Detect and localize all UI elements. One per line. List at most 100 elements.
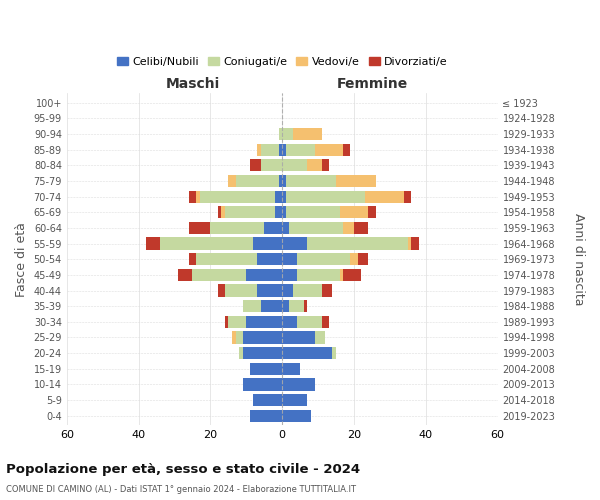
Bar xyxy=(282,332,314,344)
Bar xyxy=(282,175,286,187)
Bar xyxy=(282,128,293,140)
Bar xyxy=(239,347,243,359)
Bar xyxy=(257,144,260,156)
Bar xyxy=(282,238,307,250)
Bar xyxy=(221,206,225,218)
Bar xyxy=(250,159,260,172)
Bar xyxy=(246,269,282,281)
Bar xyxy=(236,332,243,344)
Bar xyxy=(264,222,282,234)
Bar xyxy=(257,253,282,266)
Bar xyxy=(246,316,282,328)
Bar xyxy=(296,253,350,266)
Bar xyxy=(243,347,282,359)
Legend: Celibi/Nubili, Coniugati/e, Vedovi/e, Divorziati/e: Celibi/Nubili, Coniugati/e, Vedovi/e, Di… xyxy=(112,52,452,72)
Bar xyxy=(243,300,260,312)
Bar xyxy=(218,206,221,218)
Bar xyxy=(260,159,282,172)
Bar xyxy=(314,144,343,156)
Bar xyxy=(211,222,264,234)
Bar xyxy=(322,284,332,296)
Bar xyxy=(229,175,236,187)
Bar xyxy=(282,347,332,359)
Bar xyxy=(282,300,289,312)
Bar xyxy=(282,222,289,234)
Bar xyxy=(336,175,376,187)
Bar xyxy=(278,144,282,156)
Bar xyxy=(286,190,365,202)
Bar xyxy=(340,206,368,218)
Bar xyxy=(243,378,282,390)
Bar xyxy=(365,190,404,202)
Bar xyxy=(193,269,246,281)
Bar xyxy=(343,222,354,234)
Bar xyxy=(296,269,340,281)
Bar xyxy=(282,269,296,281)
Bar xyxy=(307,238,408,250)
Bar xyxy=(314,332,325,344)
Bar xyxy=(282,394,307,406)
Y-axis label: Fasce di età: Fasce di età xyxy=(15,222,28,296)
Bar xyxy=(232,332,236,344)
Bar xyxy=(275,206,282,218)
Bar xyxy=(282,410,311,422)
Bar xyxy=(282,206,286,218)
Bar xyxy=(368,206,376,218)
Text: Popolazione per età, sesso e stato civile - 2024: Popolazione per età, sesso e stato civil… xyxy=(6,462,360,475)
Bar xyxy=(196,190,200,202)
Bar xyxy=(196,253,257,266)
Bar xyxy=(404,190,412,202)
Bar xyxy=(286,206,340,218)
Bar xyxy=(146,238,160,250)
Bar xyxy=(278,175,282,187)
Bar xyxy=(250,410,282,422)
Bar xyxy=(278,128,282,140)
Bar xyxy=(275,190,282,202)
Bar xyxy=(218,284,225,296)
Bar xyxy=(282,144,286,156)
Bar xyxy=(257,284,282,296)
Bar xyxy=(282,253,296,266)
Bar xyxy=(358,253,368,266)
Bar xyxy=(296,316,322,328)
Bar xyxy=(322,316,329,328)
Bar xyxy=(343,144,350,156)
Bar xyxy=(293,128,322,140)
Bar xyxy=(340,269,343,281)
Bar xyxy=(236,175,278,187)
Bar xyxy=(243,332,282,344)
Bar xyxy=(293,284,322,296)
Bar xyxy=(350,253,358,266)
Bar xyxy=(229,316,246,328)
Bar xyxy=(189,222,211,234)
Bar xyxy=(260,300,282,312)
Bar xyxy=(178,269,193,281)
Bar xyxy=(408,238,412,250)
Bar xyxy=(160,238,253,250)
Bar xyxy=(343,269,361,281)
Bar xyxy=(250,362,282,375)
Bar xyxy=(189,190,196,202)
Bar xyxy=(282,362,300,375)
Bar xyxy=(253,394,282,406)
Bar xyxy=(282,316,296,328)
Text: COMUNE DI CAMINO (AL) - Dati ISTAT 1° gennaio 2024 - Elaborazione TUTTITALIA.IT: COMUNE DI CAMINO (AL) - Dati ISTAT 1° ge… xyxy=(6,486,356,494)
Bar xyxy=(289,300,304,312)
Bar xyxy=(225,284,257,296)
Text: Femmine: Femmine xyxy=(337,77,407,91)
Text: Maschi: Maschi xyxy=(166,77,220,91)
Bar xyxy=(322,159,329,172)
Bar xyxy=(286,144,314,156)
Y-axis label: Anni di nascita: Anni di nascita xyxy=(572,213,585,306)
Bar xyxy=(225,316,229,328)
Bar xyxy=(282,378,314,390)
Bar xyxy=(282,159,307,172)
Bar xyxy=(282,190,286,202)
Bar xyxy=(304,300,307,312)
Bar xyxy=(282,284,293,296)
Bar xyxy=(412,238,419,250)
Bar xyxy=(260,144,278,156)
Bar xyxy=(286,175,336,187)
Bar xyxy=(307,159,322,172)
Bar xyxy=(332,347,336,359)
